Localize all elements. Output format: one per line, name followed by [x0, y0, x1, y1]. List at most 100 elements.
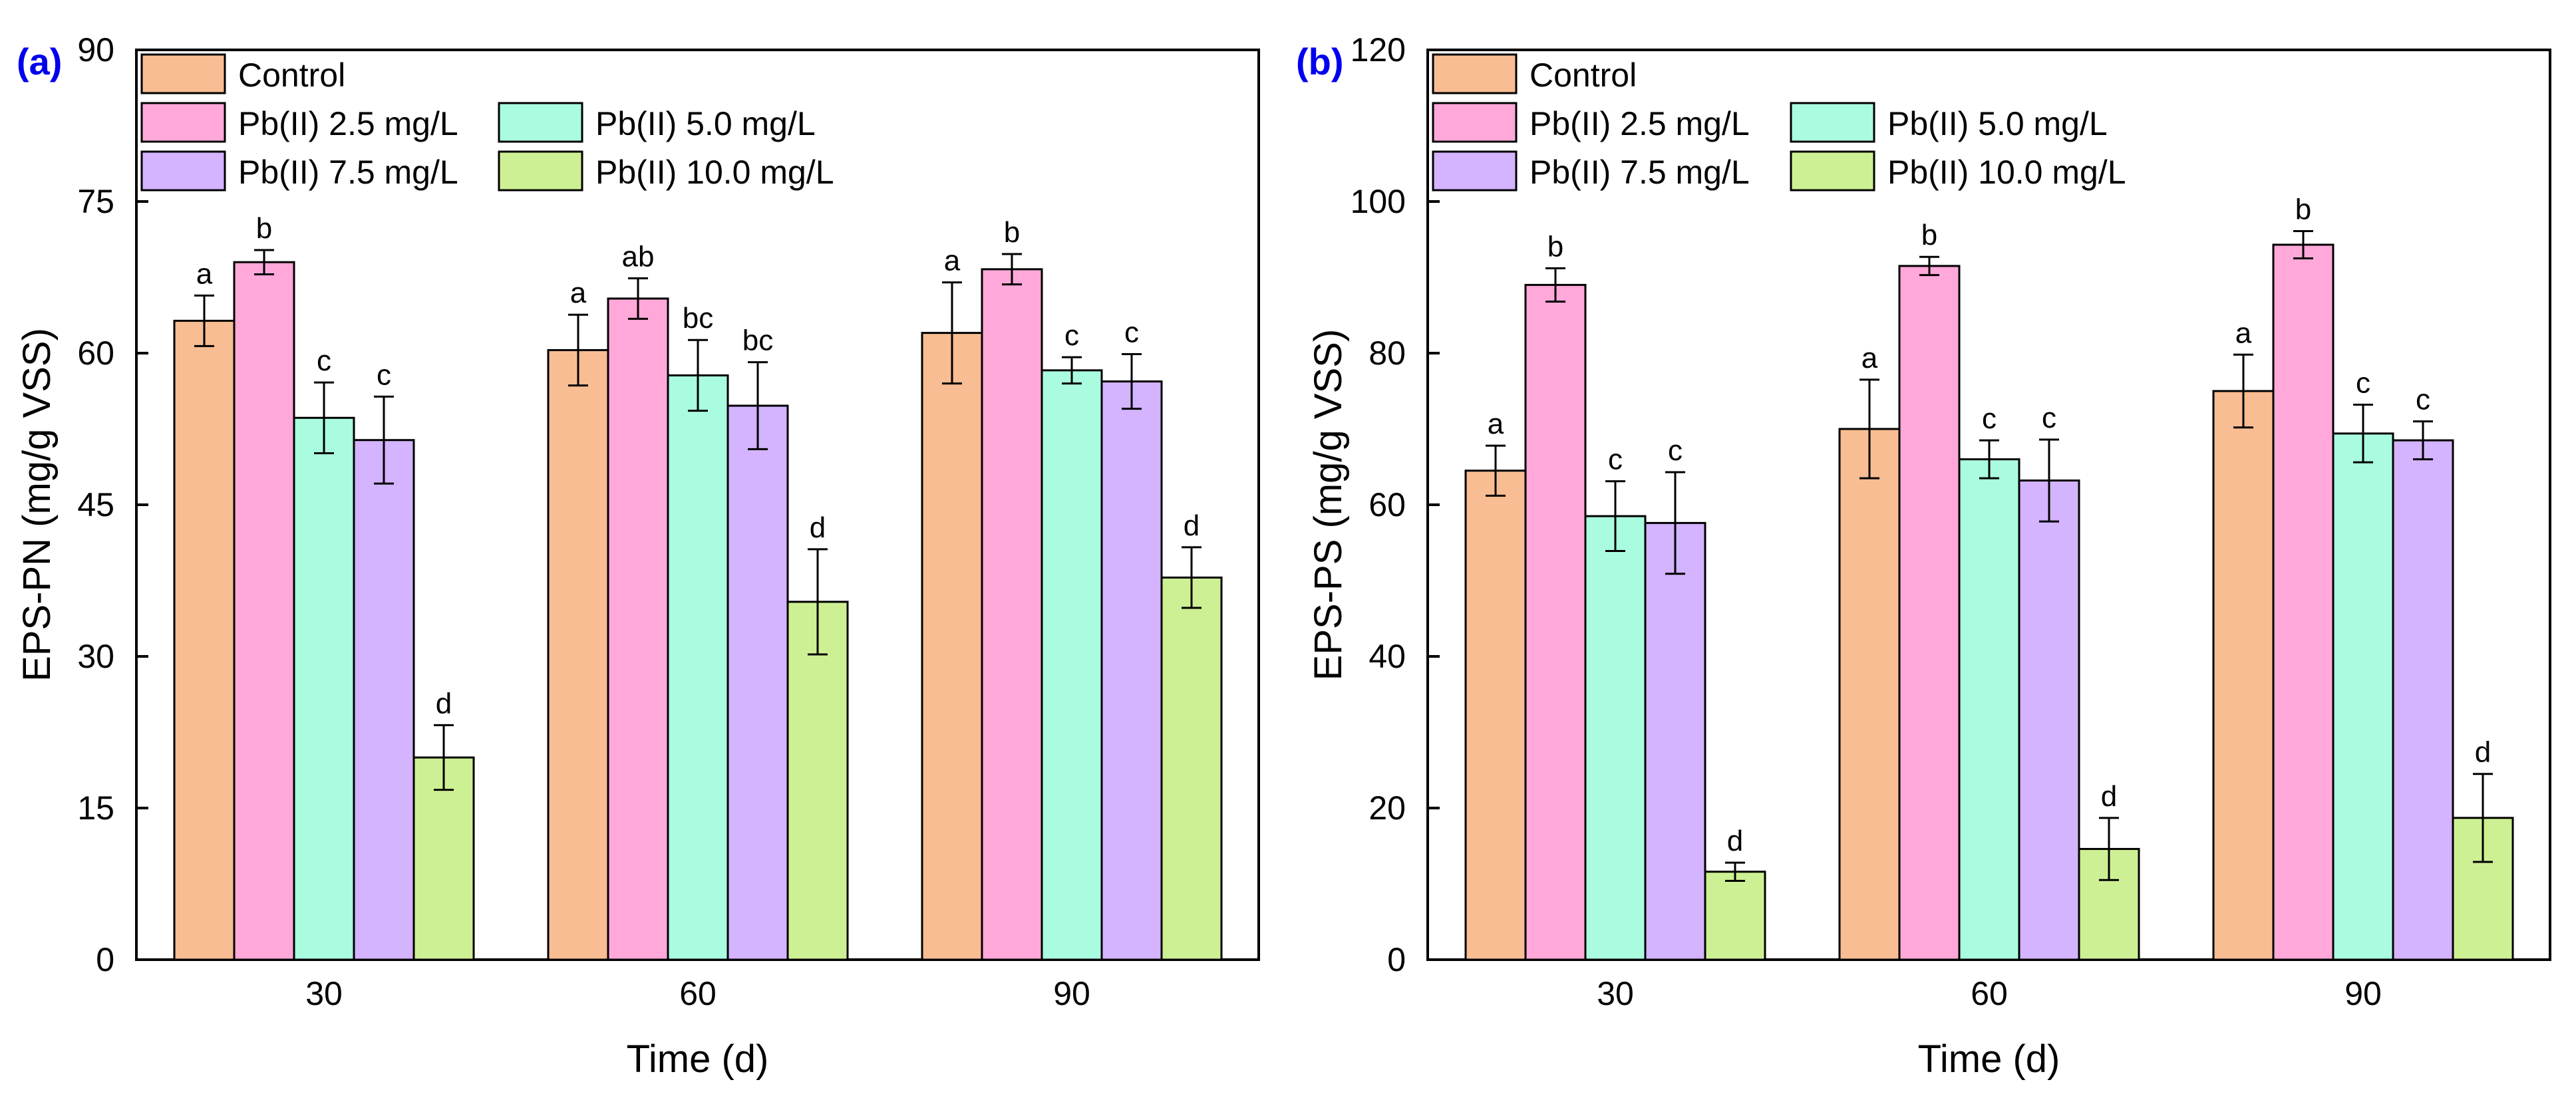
legend-item: Pb(II) 2.5 mg/L [1432, 102, 1750, 143]
significance-label: b [1004, 216, 1020, 249]
legend-label: Pb(II) 2.5 mg/L [1530, 105, 1750, 142]
legend-label: Control [1530, 57, 1637, 94]
significance-label: b [1921, 219, 1937, 251]
y-tick-label: 60 [77, 335, 114, 372]
y-tick-label: 0 [96, 941, 114, 978]
legend-label: Pb(II) 2.5 mg/L [238, 105, 458, 142]
x-tick-label: 30 [1597, 975, 1634, 1012]
panel-label: (a) [17, 41, 62, 82]
legend-swatch [1790, 102, 1875, 143]
bar [667, 374, 729, 961]
bar [1838, 428, 1901, 961]
significance-label: c [1064, 319, 1079, 352]
x-tick-label: 90 [2344, 975, 2382, 1012]
bar [1584, 515, 1647, 961]
chart-panel-1: 0 20 40 60 80 100 120 30 a b c c d 60 a b c c d 90 a b c c d Time… [1296, 31, 2551, 1081]
y-tick-label: 0 [1387, 941, 1406, 978]
significance-label: a [570, 277, 587, 309]
legend-label: Pb(II) 5.0 mg/L [595, 105, 816, 142]
legend-swatch [498, 150, 583, 192]
legend-item: Control [1432, 53, 1637, 94]
x-tick-label: 60 [1971, 975, 2008, 1012]
bar [1958, 458, 2020, 961]
y-tick-label: 15 [77, 789, 114, 827]
y-tick-label: 100 [1351, 183, 1406, 220]
legend-label: Pb(II) 5.0 mg/L [1887, 105, 2108, 142]
significance-label: b [1547, 230, 1563, 263]
legend-swatch [1432, 53, 1518, 94]
legend-label: Pb(II) 7.5 mg/L [238, 154, 458, 191]
significance-label: c [1982, 402, 1997, 435]
y-tick-label: 45 [77, 486, 114, 523]
legend-item: Pb(II) 10.0 mg/L [498, 150, 834, 192]
legend-swatch [1432, 102, 1518, 143]
significance-label: c [2042, 402, 2056, 434]
legend-item: Pb(II) 5.0 mg/L [1790, 102, 2108, 143]
significance-label: b [2295, 193, 2311, 225]
bar [981, 268, 1043, 961]
bar [1160, 576, 1223, 961]
significance-label: a [944, 245, 961, 277]
bar [786, 601, 849, 961]
bar [1041, 369, 1103, 961]
bar [353, 439, 415, 961]
significance-label: ab [622, 241, 655, 273]
bar [2212, 390, 2275, 961]
bar [1898, 265, 1961, 961]
bar [173, 319, 236, 961]
significance-label: bc [683, 302, 713, 335]
bar [1464, 470, 1527, 961]
legend-swatch [140, 102, 226, 143]
bar [607, 297, 669, 961]
significance-label: a [2235, 317, 2252, 349]
x-axis-title: Time (d) [1918, 1037, 2060, 1081]
legend-label: Control [238, 57, 345, 94]
legend-item: Pb(II) 5.0 mg/L [498, 102, 816, 143]
legend-swatch [140, 53, 226, 94]
bar [1704, 871, 1766, 961]
y-tick-label: 80 [1368, 335, 1406, 372]
significance-label: a [196, 257, 213, 290]
significance-label: a [1861, 342, 1878, 374]
significance-label: c [1668, 434, 1683, 467]
bar [2018, 480, 2080, 961]
x-axis-title: Time (d) [627, 1037, 769, 1081]
bar [293, 416, 355, 961]
bar [1524, 283, 1587, 961]
x-tick-label: 90 [1053, 975, 1090, 1012]
legend-swatch [1790, 150, 1875, 192]
y-tick-label: 120 [1351, 31, 1406, 68]
significance-label: a [1488, 408, 1504, 440]
bar [921, 332, 983, 961]
significance-label: d [1184, 509, 1200, 542]
y-axis-title: EPS-PS (mg/g VSS) [1307, 329, 1350, 681]
bar [412, 756, 475, 961]
y-axis-title: EPS-PN (mg/g VSS) [15, 328, 59, 682]
legend-swatch [1432, 150, 1518, 192]
y-tick-label: 90 [77, 31, 114, 68]
significance-label: d [2475, 736, 2491, 769]
bar [233, 261, 295, 961]
bar [1100, 380, 1163, 961]
y-tick-label: 40 [1368, 638, 1406, 675]
significance-label: c [1124, 317, 1139, 349]
significance-label: b [256, 212, 272, 245]
legend-item: Pb(II) 7.5 mg/L [1432, 150, 1750, 192]
significance-label: d [436, 687, 452, 720]
y-tick-label: 75 [77, 183, 114, 220]
y-tick-label: 30 [77, 638, 114, 675]
panel-label: (b) [1296, 41, 1344, 82]
legend-swatch [140, 150, 226, 192]
bar [2332, 432, 2394, 961]
legend-item: Pb(II) 2.5 mg/L [140, 102, 458, 143]
y-tick-label: 20 [1368, 789, 1406, 827]
legend-label: Pb(II) 7.5 mg/L [1530, 154, 1750, 191]
significance-label: c [2356, 367, 2370, 400]
bar [547, 348, 609, 961]
significance-label: bc [742, 325, 773, 357]
legend-label: Pb(II) 10.0 mg/L [1887, 154, 2126, 191]
x-tick-label: 30 [305, 975, 343, 1012]
bar [2392, 439, 2454, 961]
